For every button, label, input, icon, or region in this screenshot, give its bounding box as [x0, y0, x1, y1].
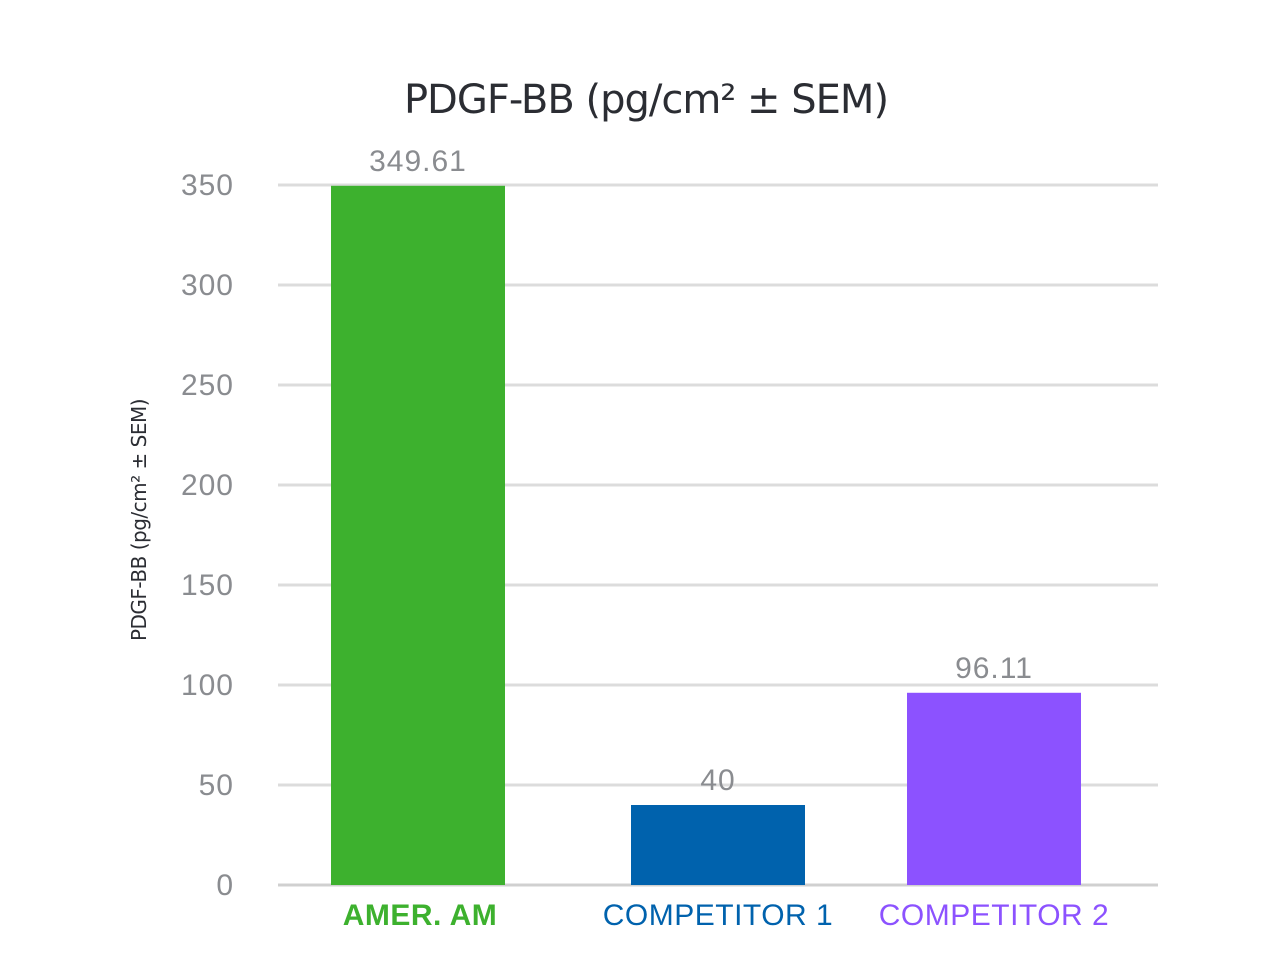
- bar-competitor-1: [631, 805, 805, 885]
- x-category-label: AMER. AM: [343, 899, 498, 932]
- y-tick-label: 300: [181, 269, 234, 302]
- bar-value-label: 40: [700, 764, 735, 797]
- y-tick-label: 200: [181, 469, 234, 502]
- x-category-label: COMPETITOR 1: [603, 899, 833, 932]
- y-tick-label: 250: [181, 369, 234, 402]
- bar-value-label: 349.61: [369, 145, 467, 178]
- bar-value-label: 96.11: [955, 652, 1033, 685]
- y-tick-label: 0: [216, 869, 234, 902]
- bar-competitor-2: [907, 692, 1081, 885]
- category-labels: AMER. AM COMPETITOR 1 COMPETITOR 2: [343, 899, 1109, 932]
- y-tick-label: 50: [199, 769, 234, 802]
- y-axis-label: PDGF-BB (pg/cm² ± SEM): [127, 399, 151, 641]
- bar-amer-am: [331, 185, 505, 885]
- data-labels: 349.61 40 96.11: [369, 145, 1033, 797]
- y-tick-label: 100: [181, 669, 234, 702]
- bars: [331, 185, 1081, 885]
- y-axis-ticks: 0 50 100 150 200 250 300 350: [181, 169, 234, 902]
- y-tick-label: 350: [181, 169, 234, 202]
- y-tick-label: 150: [181, 569, 234, 602]
- x-category-label: COMPETITOR 2: [879, 899, 1109, 932]
- chart-title: PDGF-BB (pg/cm² ± SEM): [404, 77, 888, 123]
